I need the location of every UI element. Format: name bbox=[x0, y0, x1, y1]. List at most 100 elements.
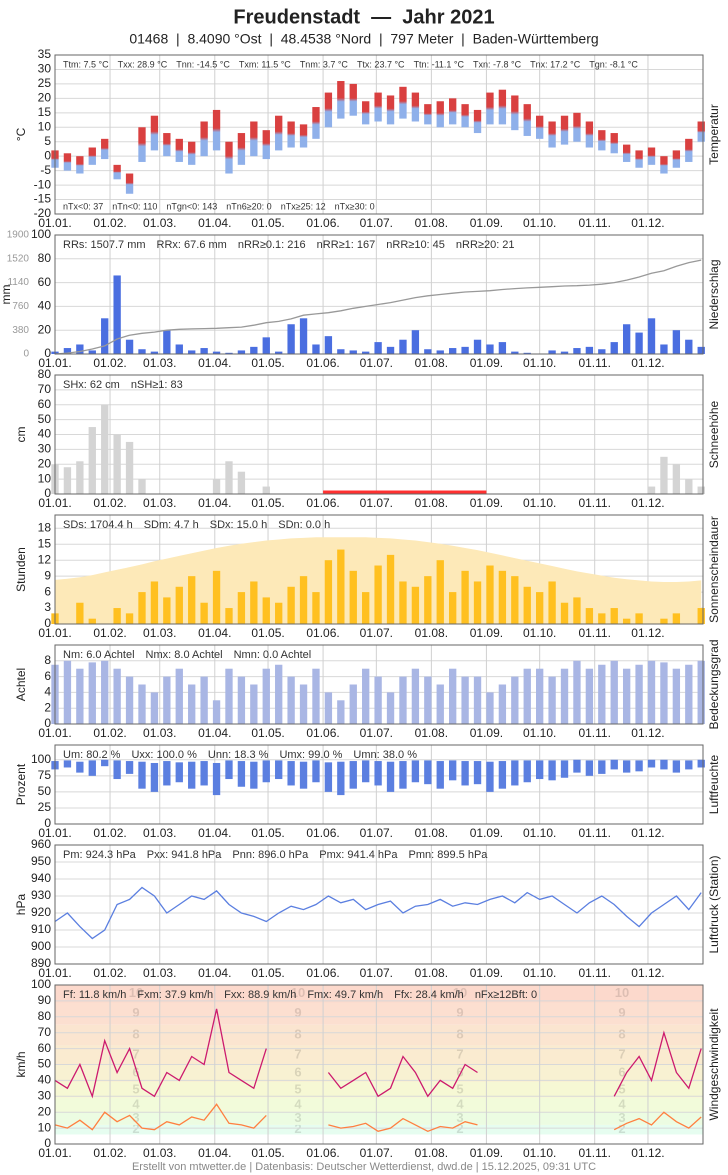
bar bbox=[349, 684, 357, 724]
x-tick-label: 01.03. bbox=[143, 496, 176, 510]
bar bbox=[175, 344, 183, 354]
line bbox=[54, 259, 702, 355]
range-bar bbox=[324, 762, 333, 792]
range-bar bbox=[610, 133, 618, 154]
bar bbox=[237, 676, 246, 724]
x-tick-label: 01.06. bbox=[306, 966, 339, 980]
x-tick-label: 01.10. bbox=[523, 1146, 556, 1160]
x-tick-label: 01.03. bbox=[143, 726, 176, 740]
stat: nTn<0: 110 bbox=[112, 201, 157, 211]
bar bbox=[523, 668, 531, 724]
stat: nRR≥0.1: 216 bbox=[238, 239, 306, 251]
range-bar bbox=[685, 760, 693, 770]
range-bar bbox=[362, 101, 370, 125]
y-tick-label: 15 bbox=[38, 105, 52, 119]
bar bbox=[697, 660, 705, 724]
y-tick-label: 900 bbox=[31, 939, 51, 953]
bar bbox=[225, 352, 233, 354]
range-bar bbox=[324, 92, 333, 128]
x-tick-label: 01.12. bbox=[631, 356, 664, 370]
x-tick-label: 01.04. bbox=[198, 1146, 231, 1160]
x-tick-label: 01.10. bbox=[523, 826, 556, 840]
x-tick-label: 01.07. bbox=[360, 826, 393, 840]
line bbox=[54, 1103, 702, 1133]
range-bar bbox=[337, 81, 345, 119]
beaufort-label: 10 bbox=[615, 985, 629, 1000]
range-bar bbox=[573, 759, 581, 773]
range-bar bbox=[237, 761, 246, 787]
y-tick-label: 10 bbox=[38, 1120, 52, 1134]
bar bbox=[585, 346, 594, 354]
x-tick-label: 01.08. bbox=[415, 216, 448, 230]
bar bbox=[324, 336, 333, 354]
range-bar bbox=[200, 761, 208, 786]
beaufort-label: 3 bbox=[456, 1110, 463, 1125]
plot-frame bbox=[54, 644, 704, 725]
bar bbox=[660, 618, 668, 624]
x-tick-label: 01.04. bbox=[198, 826, 231, 840]
x-tick-label: 01.04. bbox=[198, 966, 231, 980]
bar bbox=[685, 664, 693, 724]
range-bar bbox=[299, 761, 308, 789]
y-tick-label: 0 bbox=[44, 616, 51, 630]
bar bbox=[250, 346, 258, 354]
y-tick-label: 30 bbox=[38, 1088, 52, 1102]
bar bbox=[598, 664, 606, 724]
x-tick-label: 01.10. bbox=[523, 356, 556, 370]
bar bbox=[424, 576, 432, 624]
x-tick-label: 01.01. bbox=[38, 966, 71, 980]
stat: Pm: 924.3 hPa bbox=[63, 849, 137, 861]
y-tick-label: 75 bbox=[38, 768, 52, 782]
y-tick-label: 70 bbox=[38, 1025, 52, 1039]
x-tick-label: 01.09. bbox=[470, 216, 503, 230]
beaufort-label: 3 bbox=[132, 1110, 139, 1125]
range-bar bbox=[598, 760, 606, 774]
x-tick-label: 01.04. bbox=[198, 216, 231, 230]
bar bbox=[374, 676, 382, 724]
bar bbox=[262, 337, 270, 354]
range-bar bbox=[76, 761, 84, 773]
bar bbox=[647, 660, 656, 724]
side-label: Schneehöhe bbox=[707, 400, 721, 468]
range-bar bbox=[660, 759, 668, 770]
x-tick-label: 01.06. bbox=[306, 1146, 339, 1160]
y-tick-label: 40 bbox=[38, 1073, 52, 1087]
beaufort-label: 6 bbox=[294, 1065, 301, 1080]
bar bbox=[337, 549, 345, 624]
bar bbox=[299, 576, 308, 624]
stat: Uxx: 100.0 % bbox=[131, 749, 197, 761]
beaufort-label: 9 bbox=[294, 1005, 301, 1020]
y-tick-label: 30 bbox=[38, 62, 52, 76]
range-bar bbox=[237, 133, 246, 165]
range-bar bbox=[622, 144, 631, 162]
beaufort-label: 8 bbox=[618, 1027, 625, 1042]
range-bar bbox=[150, 762, 159, 792]
bar bbox=[138, 479, 146, 494]
footer: Erstellt von mtwetter.de | Datenbasis: D… bbox=[132, 1161, 596, 1173]
x-tick-label: 01.01. bbox=[38, 496, 71, 510]
range-bar bbox=[374, 761, 382, 786]
y-tick-label: 100 bbox=[31, 752, 51, 766]
bar bbox=[511, 676, 519, 724]
range-bar bbox=[349, 83, 357, 116]
y-tick-label: -15 bbox=[34, 192, 52, 206]
plot-area bbox=[55, 235, 703, 354]
range-bar bbox=[101, 759, 109, 767]
range-bar bbox=[250, 761, 258, 789]
bar bbox=[486, 344, 494, 354]
side-label: Windgeschwindigkeit bbox=[707, 1008, 721, 1121]
y-tick-label: 18 bbox=[38, 520, 52, 534]
stat: Umx: 99.0 % bbox=[279, 749, 342, 761]
x-tick-label: 01.06. bbox=[306, 826, 339, 840]
stat: SDn: 0.0 h bbox=[278, 519, 330, 531]
stat: Pnn: 896.0 hPa bbox=[232, 849, 309, 861]
y-tick-label: 90 bbox=[38, 993, 52, 1007]
y-axis-label: cm bbox=[14, 427, 28, 443]
range-bar bbox=[411, 92, 420, 122]
y-tick-label: 890 bbox=[31, 956, 51, 970]
range-bar bbox=[486, 761, 494, 792]
bar bbox=[436, 684, 444, 724]
x-tick-label: 01.03. bbox=[143, 1146, 176, 1160]
range-bar bbox=[374, 92, 382, 122]
stat: nRR≥10: 45 bbox=[386, 239, 445, 251]
